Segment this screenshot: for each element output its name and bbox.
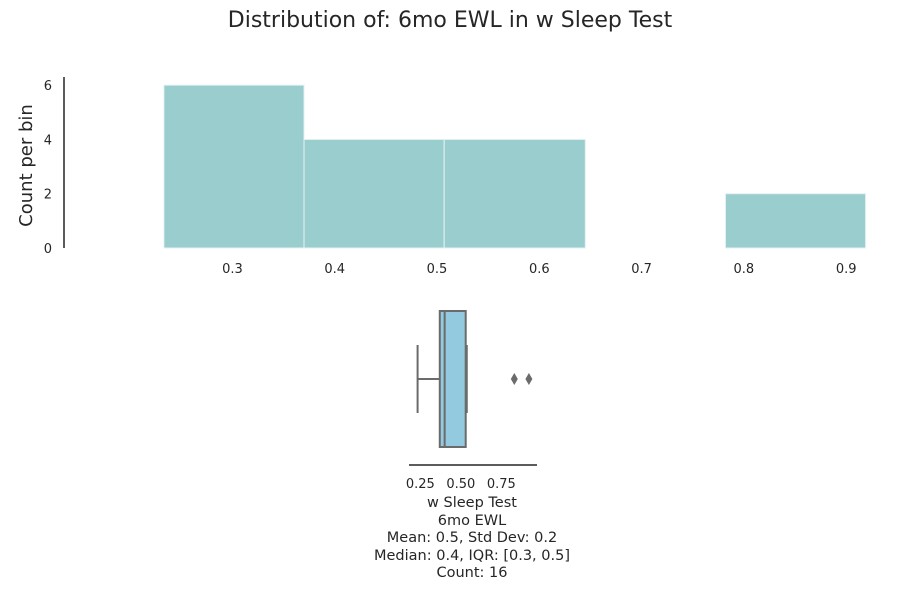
y-tick-label: 2 (44, 188, 52, 203)
histogram-panel: 0 2 4 6 0.3 0.4 0.5 0.6 0.7 0.8 0.9 Count per bin (16, 77, 867, 277)
boxplot-outlier (525, 373, 533, 385)
x-tick-label: 0.6 (529, 262, 550, 277)
summary-stats: w Sleep Test 6mo EWL Mean: 0.5, Std Dev:… (322, 495, 622, 583)
y-tick-label: 6 (44, 79, 52, 94)
x-tick-label: 0.9 (836, 262, 857, 277)
x-tick-label: 0.7 (631, 262, 652, 277)
boxplot-panel: 0.25 0.50 0.75 (406, 310, 537, 492)
stats-variable-label: 6mo EWL (437, 512, 507, 529)
x-tick-label: 0.4 (324, 262, 345, 277)
y-axis-label: Count per bin (16, 104, 37, 227)
x-tick-label: 0.8 (734, 262, 755, 277)
stats-mean-sd: Mean: 0.5, Std Dev: 0.2 (386, 530, 558, 546)
histogram-bar (443, 138, 586, 249)
boxplot-x-tick-label: 0.50 (446, 477, 475, 492)
boxplot-x-tick-label: 0.25 (406, 477, 435, 492)
histogram-bar (163, 84, 305, 249)
y-tick-label: 4 (44, 133, 52, 148)
y-tick-label: 0 (44, 242, 52, 257)
x-tick-label: 0.5 (427, 262, 448, 277)
x-tick-label: 0.3 (222, 262, 243, 277)
histogram-bar (303, 138, 445, 249)
stats-group-label: w Sleep Test (427, 495, 517, 511)
chart-title: Distribution of: 6mo EWL in w Sleep Test (227, 8, 673, 33)
boxplot-x-tick-label: 0.75 (487, 477, 516, 492)
boxplot-outlier (510, 373, 518, 385)
stats-count: Count: 16 (436, 565, 508, 581)
histogram-bar (724, 193, 867, 249)
stats-median-iqr: Median: 0.4, IQR: [0.3, 0.5] (374, 547, 570, 564)
